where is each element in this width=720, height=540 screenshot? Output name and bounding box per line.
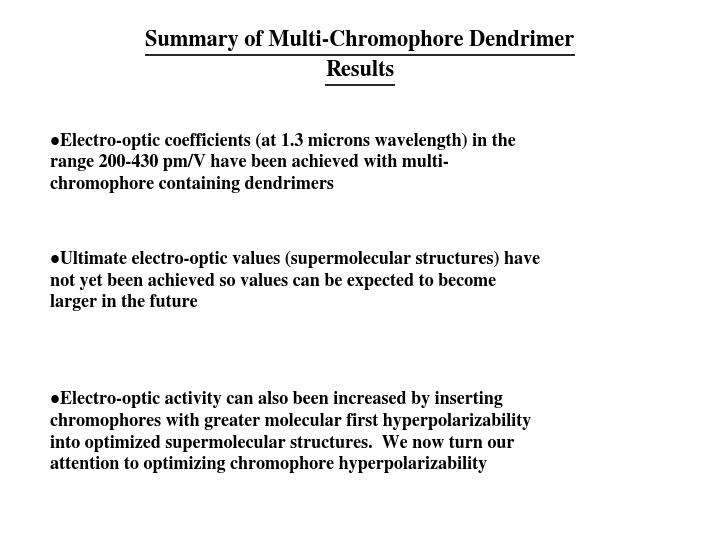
Text: Summary of Multi-Chromophore Dendrimer: Summary of Multi-Chromophore Dendrimer [145, 30, 575, 51]
Text: Results: Results [325, 60, 395, 80]
Text: •Electro-optic activity can also been increased by inserting
chromophores with g: •Electro-optic activity can also been in… [50, 392, 531, 473]
Text: •Electro-optic coefficients (at 1.3 microns wavelength) in the
range 200-430 pm/: •Electro-optic coefficients (at 1.3 micr… [50, 132, 516, 193]
Text: •Ultimate electro-optic values (supermolecular structures) have
not yet been ach: •Ultimate electro-optic values (supermol… [50, 251, 541, 312]
